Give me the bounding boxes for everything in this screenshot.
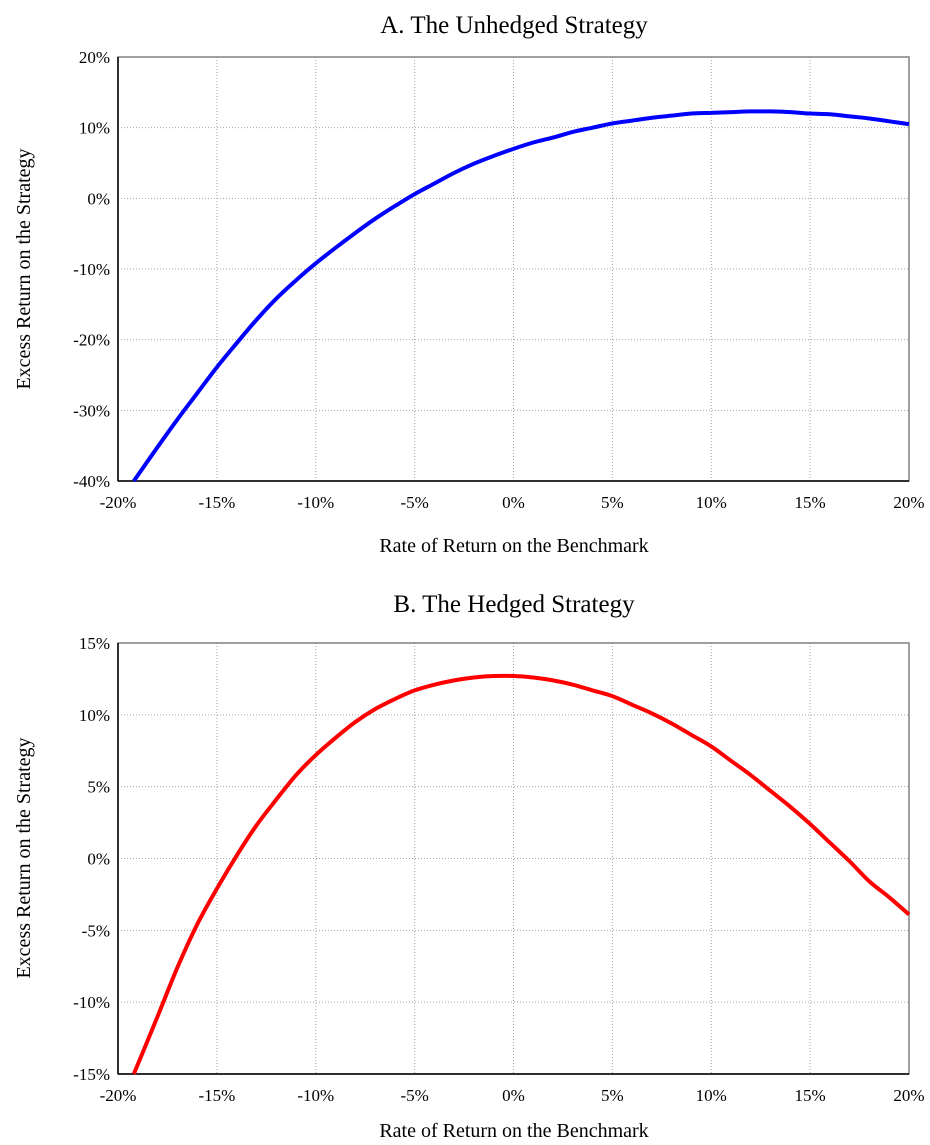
y-tick-label: 10% <box>79 119 110 138</box>
x-tick-label: 20% <box>893 493 924 512</box>
x-tick-label: -10% <box>297 493 334 512</box>
grid <box>118 57 909 481</box>
chart-title: A. The Unhedged Strategy <box>380 12 648 39</box>
x-tick-label: -15% <box>198 1086 235 1105</box>
y-tick-label: 0% <box>87 850 110 869</box>
y-tick-label: -10% <box>73 993 110 1012</box>
x-axis-label: Rate of Return on the Benchmark <box>379 535 648 557</box>
y-tick-label: 15% <box>79 634 110 653</box>
x-axis-label: Rate of Return on the Benchmark <box>379 1120 648 1142</box>
chart-title: B. The Hedged Strategy <box>393 591 635 618</box>
x-tick-labels: -20% -15% -10% -5% 0% 5% 10% 15% 20% <box>100 493 925 512</box>
chart-hedged-strategy: B. The Hedged Strategy 15% 10% 5% 0% -5% -10%… <box>13 591 925 1142</box>
y-tick-labels: 15% 10% 5% 0% -5% -10% -15% <box>73 634 110 1084</box>
x-tick-label: 0% <box>502 1086 525 1105</box>
x-tick-label: -20% <box>100 1086 137 1105</box>
x-tick-label: 15% <box>795 1086 826 1105</box>
y-tick-label: 0% <box>87 189 110 208</box>
y-tick-label: 5% <box>87 778 110 797</box>
y-tick-label: -20% <box>73 331 110 350</box>
x-tick-label: 15% <box>795 493 826 512</box>
y-tick-label: -30% <box>73 401 110 420</box>
y-tick-label: 10% <box>79 706 110 725</box>
x-tick-label: 5% <box>601 1086 624 1105</box>
y-tick-label: -40% <box>73 472 110 491</box>
series-line <box>132 109 910 483</box>
x-tick-label: 10% <box>696 493 727 512</box>
y-axis-label: Excess Return on the Strategy <box>13 148 35 389</box>
y-tick-label: 20% <box>79 48 110 67</box>
x-tick-label: -15% <box>198 493 235 512</box>
x-tick-label: 0% <box>502 493 525 512</box>
x-tick-label: -5% <box>400 493 428 512</box>
y-tick-label: -10% <box>73 260 110 279</box>
y-tick-label: -5% <box>82 921 110 940</box>
y-axis-label: Excess Return on the Strategy <box>13 737 35 978</box>
x-tick-label: 20% <box>893 1086 924 1105</box>
x-tick-label: 5% <box>601 493 624 512</box>
y-tick-labels: 20% 10% 0% -10% -20% -30% -40% <box>73 48 110 491</box>
x-tick-label: 10% <box>696 1086 727 1105</box>
x-tick-labels: -20% -15% -10% -5% 0% 5% 10% 15% 20% <box>100 1086 925 1105</box>
x-tick-label: -10% <box>297 1086 334 1105</box>
chart-unhedged-strategy: A. The Unhedged Strategy 20%10%0%-10%-20… <box>13 12 925 557</box>
y-tick-label: -15% <box>73 1065 110 1084</box>
series-line <box>131 673 911 1075</box>
x-tick-label: -20% <box>100 493 137 512</box>
x-tick-label: -5% <box>400 1086 428 1105</box>
